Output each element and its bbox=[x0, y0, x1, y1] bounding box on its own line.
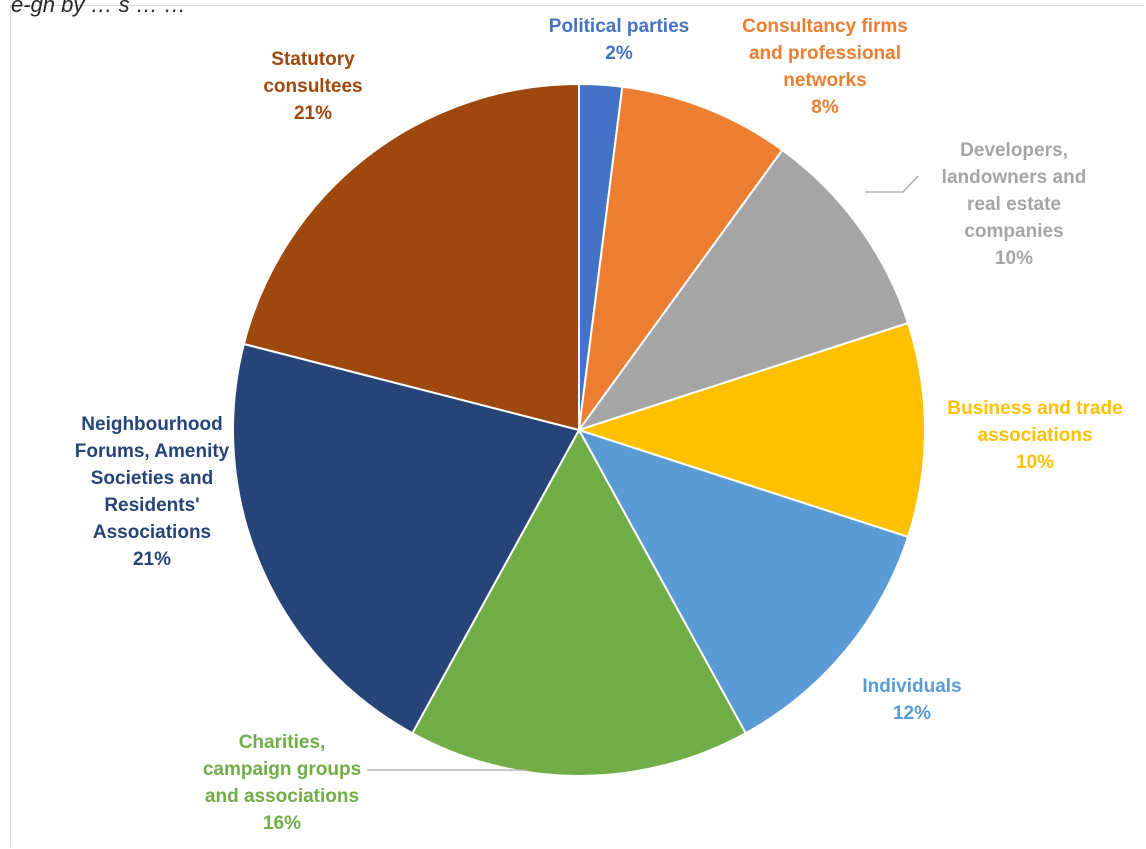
slice-label-line: 2% bbox=[605, 43, 633, 64]
slice-label: Charities, campaign groups and association… bbox=[203, 732, 361, 834]
slice-label: Statutory consultees 21% bbox=[263, 49, 362, 124]
slice-label-line: Developers, bbox=[960, 140, 1068, 161]
slice-label-line: 21% bbox=[294, 103, 332, 124]
slice-label-line: companies bbox=[964, 221, 1063, 242]
slice-label-line: Business and trade bbox=[947, 398, 1122, 419]
slice-label-line: and associations bbox=[205, 786, 359, 807]
slice-label-line: 21% bbox=[133, 549, 171, 570]
slice-label-line: landowners and bbox=[942, 167, 1087, 188]
slice-label: Political parties 2% bbox=[549, 16, 689, 64]
slice-label-line: Charities, bbox=[239, 732, 326, 753]
slice-label-line: Forums, Amenity bbox=[75, 441, 230, 462]
slice-label-line: and professional bbox=[749, 43, 901, 64]
slice-label-line: campaign groups bbox=[203, 759, 361, 780]
leader-line bbox=[865, 176, 918, 192]
slice-label-line: 8% bbox=[811, 97, 839, 118]
slice-label: Neighbourhood Forums, Amenity Societies an… bbox=[75, 414, 230, 570]
slice-label: Developers, landowners and real estate comp… bbox=[942, 140, 1087, 269]
slice-label-line: consultees bbox=[263, 76, 362, 97]
slice-label: Consultancy firms and professional network… bbox=[742, 16, 908, 118]
slice-label-line: Consultancy firms bbox=[742, 16, 908, 37]
slice-label-line: Societies and bbox=[91, 468, 214, 489]
slice-label-line: Statutory bbox=[271, 49, 355, 70]
slice-label-line: Residents' bbox=[104, 495, 199, 516]
slice-label: Business and trade associations 10% bbox=[947, 398, 1122, 473]
slice-label-line: Neighbourhood bbox=[81, 414, 222, 435]
slice-label-line: real estate bbox=[967, 194, 1061, 215]
slice-label-line: Associations bbox=[93, 522, 211, 543]
slice-label-line: 10% bbox=[1016, 452, 1054, 473]
slice-label: Individuals 12% bbox=[862, 676, 961, 724]
slice-label-line: networks bbox=[783, 70, 866, 91]
slice-label-line: Political parties bbox=[549, 16, 689, 37]
slice-label-line: associations bbox=[977, 425, 1092, 446]
slice-label-line: 10% bbox=[995, 248, 1033, 269]
slice-label-line: 12% bbox=[893, 703, 931, 724]
slice-label-line: Individuals bbox=[862, 676, 961, 697]
slice-label-line: 16% bbox=[263, 813, 301, 834]
